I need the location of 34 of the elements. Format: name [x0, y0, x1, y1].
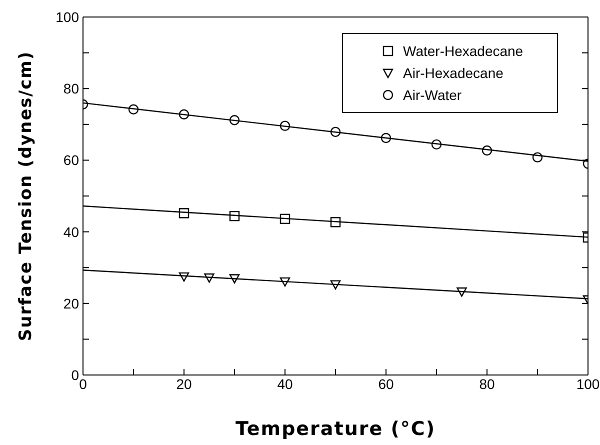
y-tick-label: 80: [63, 80, 80, 97]
point: [280, 277, 290, 287]
point: [532, 152, 543, 162]
point: [431, 139, 442, 150]
point: [280, 214, 290, 224]
point: [178, 109, 190, 120]
point: [229, 210, 240, 222]
legend-label: Water-Hexadecane: [403, 42, 524, 61]
y-tick-label: 60: [63, 152, 80, 168]
y-tick-label: 40: [63, 224, 80, 240]
point: [128, 104, 139, 114]
point: [178, 208, 190, 218]
x-tick-label: 80: [479, 376, 495, 392]
point: [178, 272, 190, 282]
point: [330, 217, 341, 228]
point: [229, 115, 240, 126]
legend-label: Air-Water: [403, 86, 462, 105]
x-tick-label: 40: [277, 376, 293, 392]
legend-label: Air-Hexadecane: [403, 64, 504, 83]
point: [330, 126, 341, 138]
y-axis-title: Surface Tension (dynes/cm): [16, 50, 36, 342]
x-axis-title: Temperature (°C): [235, 418, 436, 440]
x-tick-label: 20: [176, 376, 192, 392]
point: [482, 145, 492, 156]
point: [280, 120, 290, 131]
point: [456, 287, 467, 297]
point: [229, 274, 240, 284]
point: [380, 132, 392, 144]
y-tick-label: 20: [63, 295, 80, 312]
x-tick-label: 100: [576, 376, 600, 392]
point: [204, 273, 214, 283]
x-tick-label: 60: [378, 376, 394, 392]
point: [330, 280, 341, 290]
y-tick-label: 100: [56, 8, 80, 25]
